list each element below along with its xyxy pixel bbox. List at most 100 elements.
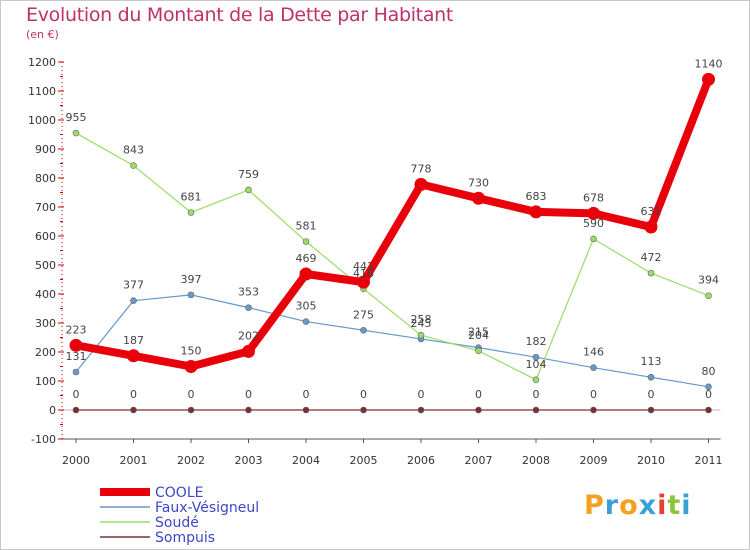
data-point: [187, 291, 195, 299]
y-tick-label: 700: [35, 201, 56, 214]
data-label: 258: [411, 313, 432, 326]
data-point: [184, 360, 198, 373]
x-tick-label: 2007: [465, 454, 493, 467]
data-point: [360, 406, 367, 414]
series-line-COOLE: [72, 75, 713, 371]
data-point: [532, 406, 540, 414]
data-point: [587, 206, 600, 220]
data-label: 730: [468, 176, 489, 189]
data-point: [532, 376, 540, 384]
data-label: 678: [583, 191, 604, 204]
data-point: [417, 331, 425, 339]
data-label: 215: [468, 326, 489, 339]
x-tick-label: 2011: [695, 454, 723, 467]
data-point: [187, 209, 195, 216]
data-point: [647, 406, 655, 414]
data-point: [72, 129, 80, 137]
data-label: 0: [533, 388, 540, 401]
data-point: [360, 326, 367, 334]
data-point: [302, 406, 310, 414]
data-label: 778: [411, 162, 432, 175]
y-tick-label: 900: [35, 143, 56, 156]
series-line-Faux-Vésigneul: [75, 294, 710, 388]
data-label: 182: [526, 335, 547, 348]
data-point: [475, 347, 482, 355]
data-label: 275: [353, 308, 374, 321]
series-line-Soudé: [75, 132, 710, 381]
y-tick-label: 1000: [28, 114, 56, 127]
data-label: 843: [123, 144, 144, 157]
data-point: [702, 72, 715, 86]
x-tick-label: 2010: [637, 454, 665, 467]
data-label: 150: [181, 345, 202, 358]
data-label: 472: [641, 251, 662, 264]
data-point: [127, 349, 140, 363]
series-layer: [69, 72, 715, 414]
chart-title: Evolution du Montant de la Dette par Hab…: [26, 4, 454, 26]
y-tick-label: 200: [35, 346, 56, 359]
data-point: [472, 191, 485, 205]
data-label: 631: [641, 205, 662, 218]
data-label: 0: [73, 388, 80, 401]
data-point: [414, 177, 428, 191]
x-tick-label: 2005: [350, 454, 378, 467]
data-label: 0: [705, 388, 712, 401]
data-label: 441: [353, 260, 374, 273]
y-tick-label: 1200: [28, 56, 56, 69]
data-point: [245, 304, 252, 311]
data-point: [647, 269, 655, 277]
chart-subtitle: (en €): [26, 28, 59, 41]
proxiti-logo: Proxiti: [584, 490, 692, 521]
data-label: 377: [123, 279, 144, 292]
data-point: [302, 318, 310, 325]
data-label: 104: [526, 358, 547, 371]
y-tick-label: 600: [35, 230, 56, 243]
y-tick-label: 500: [35, 259, 56, 272]
data-point: [529, 205, 543, 219]
data-label: 759: [238, 168, 259, 181]
data-point: [705, 383, 712, 391]
data-label: 683: [526, 190, 547, 203]
x-tick-label: 2004: [292, 454, 320, 467]
data-label: 0: [360, 388, 367, 401]
legend-label: Soudé: [155, 515, 199, 531]
data-point: [72, 368, 80, 376]
y-tick-label: 800: [35, 172, 56, 185]
data-point: [590, 235, 597, 243]
data-labels: 223 187 150 202 469 441 778 730 683 678 631 1140 131…: [66, 57, 723, 401]
data-point: [69, 338, 83, 352]
data-point: [130, 297, 137, 304]
data-label: 0: [245, 388, 252, 401]
data-label: 0: [648, 388, 655, 401]
data-point: [242, 344, 255, 358]
data-label: 223: [66, 323, 87, 336]
data-point: [705, 406, 712, 414]
data-label: 204: [468, 329, 489, 342]
data-label: 202: [238, 329, 259, 342]
data-label: 0: [303, 388, 310, 401]
y-tick-label: 1100: [28, 85, 56, 98]
y-tick-label: 100: [35, 375, 56, 388]
x-tick-label: 2000: [62, 454, 90, 467]
data-label: 397: [181, 273, 202, 286]
legend-label: COOLE: [155, 485, 203, 501]
data-label: 0: [475, 388, 482, 401]
data-label: 80: [702, 365, 716, 378]
x-tick-label: 2009: [580, 454, 608, 467]
data-point: [647, 373, 655, 381]
data-point: [302, 238, 310, 245]
x-tick-label: 2001: [120, 454, 148, 467]
data-label: 394: [698, 274, 719, 287]
data-label: 0: [418, 388, 425, 401]
data-label: 0: [130, 388, 137, 401]
data-label: 353: [238, 286, 259, 299]
data-label: 955: [66, 111, 87, 124]
data-label: 581: [296, 220, 317, 233]
data-label: 0: [590, 388, 597, 401]
legend-label: Sompuis: [155, 530, 215, 546]
data-label: 305: [296, 300, 317, 313]
y-tick-label: 0: [49, 404, 56, 417]
